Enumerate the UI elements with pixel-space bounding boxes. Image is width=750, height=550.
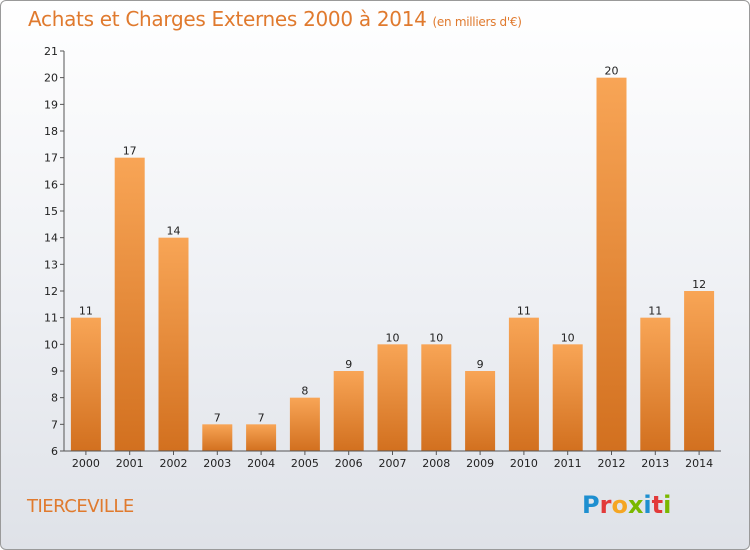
y-tick-label: 6 — [51, 445, 58, 458]
bar-2001 — [114, 157, 145, 451]
y-tick-label: 14 — [44, 232, 58, 245]
bars-group: 11 17 14 7 7 8 9 10 10 9 11 10 20 11 12 — [70, 65, 715, 452]
data-label-2007: 10 — [386, 331, 400, 344]
bar-2013 — [640, 317, 671, 451]
data-label-2012: 20 — [605, 65, 619, 78]
y-axis: 6 7 8 9 10 11 12 13 14 15 16 17 18 19 20 21 — [44, 45, 65, 458]
commune-name: TIERCEVILLE — [27, 496, 134, 517]
y-tick-label: 8 — [51, 392, 58, 405]
data-label-2010: 11 — [517, 305, 531, 318]
y-tick-label: 17 — [44, 152, 58, 165]
bar-2000 — [70, 317, 101, 451]
bar-2005 — [289, 397, 320, 451]
data-label-2001: 17 — [123, 145, 137, 158]
bar-2007 — [377, 344, 408, 451]
x-axis: 2000 2001 2002 2003 2004 2005 2006 2007 2008 2009… — [64, 450, 721, 470]
x-tick-label-2000: 2000 — [72, 457, 100, 470]
x-tick-label-2008: 2008 — [422, 457, 450, 470]
data-label-2011: 10 — [561, 331, 575, 344]
data-label-2008: 10 — [429, 331, 443, 344]
y-tick-label: 12 — [44, 285, 58, 298]
y-tick-label: 18 — [44, 125, 58, 138]
y-tick-label: 10 — [44, 338, 58, 351]
y-tick-label: 21 — [44, 45, 58, 58]
bar-2010 — [508, 317, 539, 451]
y-tick-label: 7 — [51, 418, 58, 431]
bar-2012 — [596, 77, 627, 452]
y-tick-label: 15 — [44, 205, 58, 218]
bar-2003 — [202, 424, 233, 451]
data-label-2014: 12 — [692, 278, 706, 291]
y-tick-label: 16 — [44, 178, 58, 191]
x-tick-label-2007: 2007 — [379, 457, 407, 470]
data-label-2003: 7 — [214, 411, 221, 424]
y-tick-label: 9 — [51, 365, 58, 378]
bar-2004 — [246, 424, 277, 451]
bar-2008 — [421, 344, 452, 451]
data-label-2000: 11 — [79, 305, 93, 318]
proxiti-logo[interactable]: Proxiti — [582, 491, 671, 519]
x-tick-label-2011: 2011 — [554, 457, 582, 470]
y-tick-label: 19 — [44, 98, 58, 111]
y-tick-label: 20 — [44, 72, 58, 85]
x-tick-label-2012: 2012 — [598, 457, 626, 470]
data-label-2013: 11 — [648, 305, 662, 318]
x-tick-label-2004: 2004 — [247, 457, 275, 470]
x-tick-label-2010: 2010 — [510, 457, 538, 470]
bar-2009 — [465, 371, 496, 451]
y-tick-label: 11 — [44, 312, 58, 325]
data-label-2009: 9 — [477, 358, 484, 371]
x-tick-label-2003: 2003 — [203, 457, 231, 470]
x-tick-label-2009: 2009 — [466, 457, 494, 470]
logo-letter: r — [599, 491, 612, 519]
y-tick-label: 13 — [44, 258, 58, 271]
logo-letter: x — [627, 491, 644, 519]
data-label-2005: 8 — [301, 385, 308, 398]
logo-letter: i — [663, 491, 672, 519]
data-label-2002: 14 — [167, 225, 181, 238]
logo-letter: P — [582, 491, 600, 519]
chart-subtitle: (en milliers d'€) — [432, 15, 522, 29]
logo-letter: o — [611, 491, 628, 519]
chart-title: Achats et Charges Externes 2000 à 2014 (e… — [28, 7, 522, 31]
data-label-2004: 7 — [258, 411, 265, 424]
logo-letter: i — [643, 491, 652, 519]
bar-2014 — [684, 291, 715, 451]
x-tick-label-2001: 2001 — [116, 457, 144, 470]
bar-2002 — [158, 237, 189, 451]
x-tick-label-2002: 2002 — [160, 457, 188, 470]
x-tick-label-2013: 2013 — [641, 457, 669, 470]
x-tick-label-2005: 2005 — [291, 457, 319, 470]
x-tick-label-2014: 2014 — [685, 457, 713, 470]
x-tick-label-2006: 2006 — [335, 457, 363, 470]
logo-letter: t — [651, 491, 664, 519]
data-label-2006: 9 — [345, 358, 352, 371]
bar-2006 — [333, 371, 364, 451]
chart-title-text: Achats et Charges Externes 2000 à 2014 — [28, 7, 427, 31]
bar-2011 — [552, 344, 583, 451]
